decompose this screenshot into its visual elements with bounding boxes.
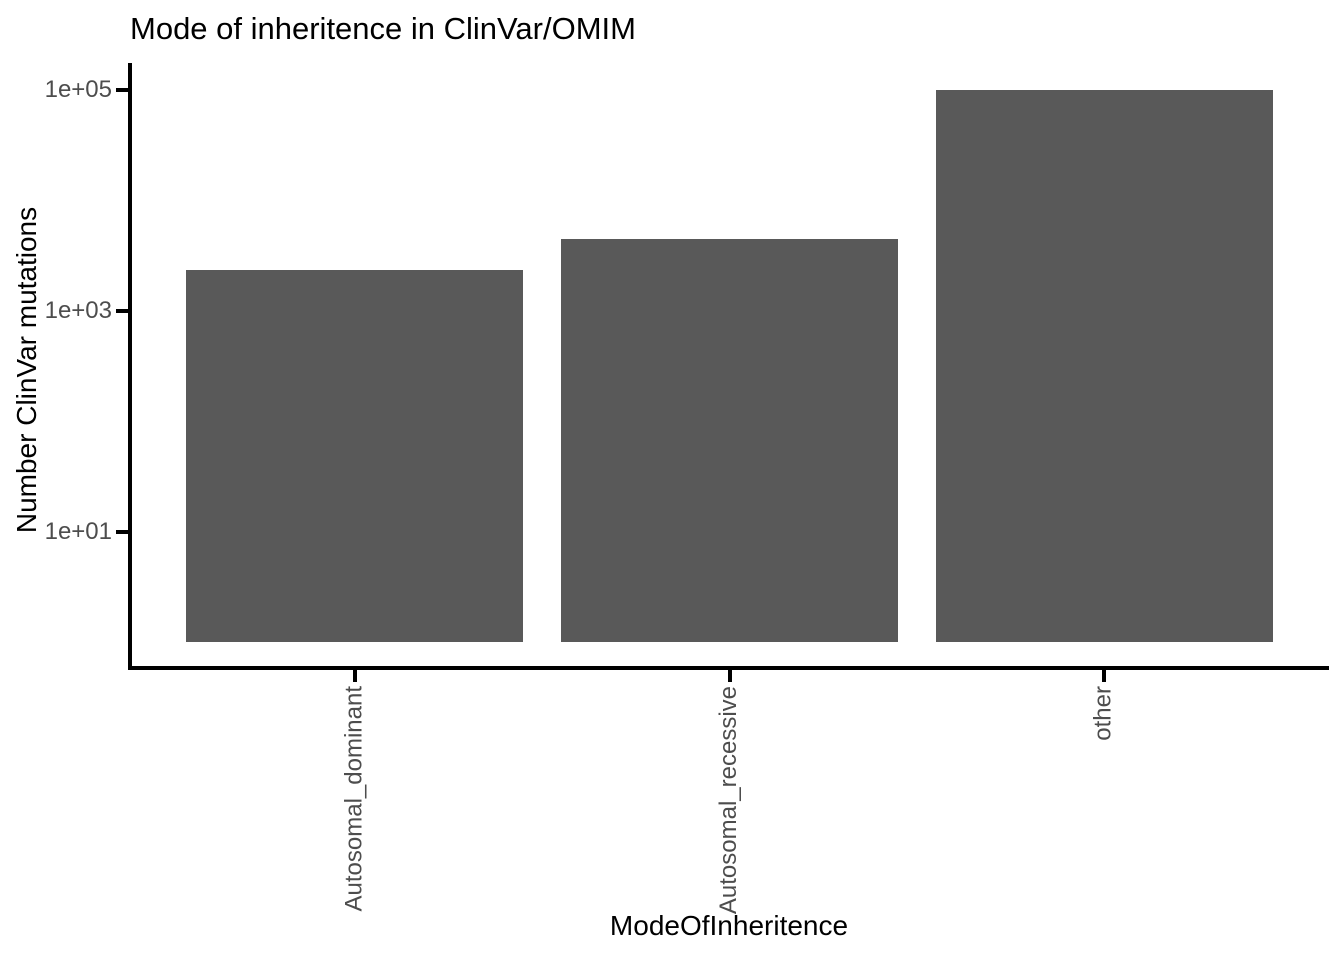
chart-title: Mode of inheritence in ClinVar/OMIM [130,11,636,46]
bar-other [935,90,1273,643]
x-axis-tick [1102,670,1107,682]
x-tick-label: Autosomal_dominant [340,686,368,912]
y-axis-line [128,63,132,670]
y-axis-title: Number ClinVar mutations [11,206,42,534]
x-tick-label: other [1090,686,1118,741]
x-axis-title: ModeOfInheritence [609,910,849,941]
x-axis-tick [352,670,357,682]
y-axis-tick [116,309,128,313]
x-axis-tick [727,670,732,682]
y-axis-tick [116,88,128,92]
y-tick-label: 1e+05 [44,76,112,103]
bar-Autosomal_dominant [186,269,524,643]
bar-Autosomal_recessive [560,239,899,643]
y-tick-label: 1e+01 [44,518,112,545]
x-axis-line [128,666,1329,670]
y-tick-label: 1e+03 [44,297,112,324]
y-axis-tick [116,530,128,534]
x-tick-label: Autosomal_recessive [715,686,743,915]
